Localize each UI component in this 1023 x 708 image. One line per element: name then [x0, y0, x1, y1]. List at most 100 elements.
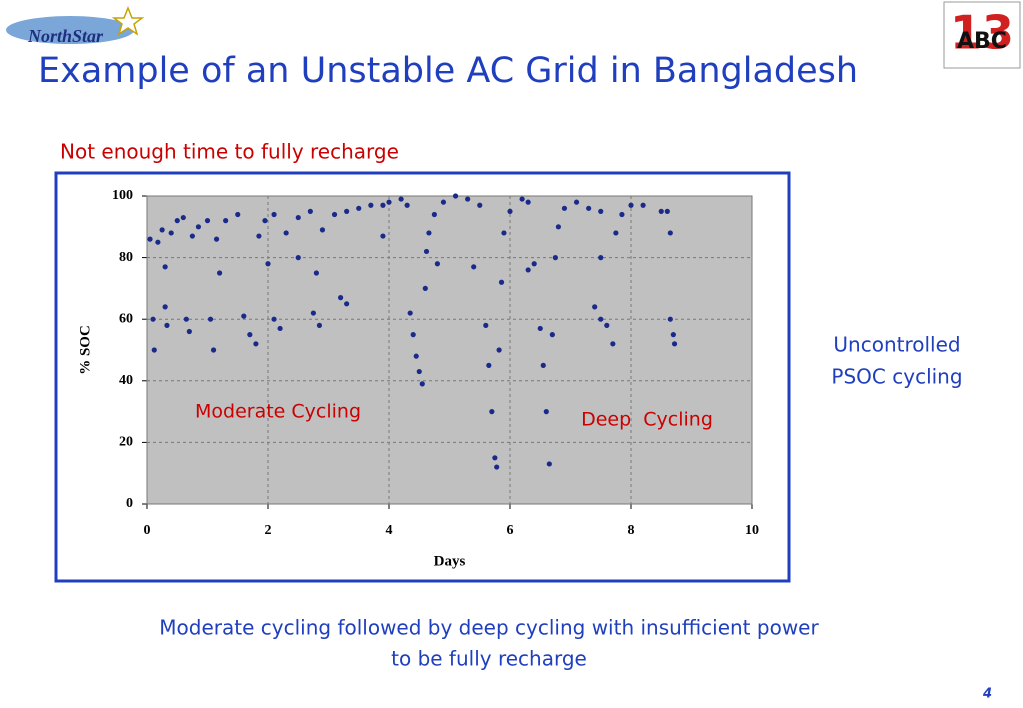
- data-point: [434, 261, 440, 267]
- data-point: [537, 325, 543, 332]
- y-tick-label: 60: [119, 311, 133, 326]
- data-point: [543, 409, 549, 415]
- data-point: [195, 224, 202, 230]
- data-point: [174, 218, 180, 224]
- data-point: [531, 261, 537, 267]
- data-point: [316, 322, 323, 328]
- data-point: [380, 202, 386, 208]
- data-point: [164, 322, 170, 328]
- x-tick-label: 8: [628, 523, 635, 538]
- data-point: [186, 328, 192, 335]
- plot-area: [147, 196, 752, 504]
- plot-border: [146, 195, 753, 505]
- data-point: [561, 205, 568, 211]
- data-point: [471, 264, 477, 270]
- data-point: [640, 202, 646, 208]
- data-point: [416, 368, 422, 375]
- data-point: [619, 211, 625, 218]
- data-point: [262, 218, 268, 224]
- data-point: [235, 211, 241, 218]
- data-point: [501, 230, 507, 236]
- data-point: [592, 304, 598, 310]
- data-point: [295, 214, 301, 221]
- data-point: [667, 230, 673, 236]
- x-tick-label: 10: [745, 523, 759, 538]
- data-point: [552, 255, 558, 261]
- data-point: [247, 332, 253, 338]
- y-tick-label: 20: [119, 435, 133, 450]
- subtitle: Not enough time to fully recharge: [60, 140, 399, 164]
- y-tick-label: 40: [119, 373, 133, 388]
- data-point: [168, 230, 174, 236]
- chart: 0 20 40 60 80 100 0 2 4 6 8 10 Days % SOC Moderate Cyc…: [77, 188, 759, 569]
- data-point: [223, 218, 229, 224]
- data-point: [398, 196, 404, 202]
- data-point: [331, 211, 338, 218]
- data-point: [356, 205, 362, 211]
- data-point: [241, 313, 247, 319]
- data-point: [271, 211, 277, 218]
- logo-swoosh: [6, 16, 134, 44]
- data-point: [610, 341, 616, 347]
- data-point: [431, 211, 437, 218]
- data-point: [667, 316, 673, 322]
- data-point: [549, 332, 555, 338]
- data-point: [407, 310, 413, 316]
- badge-number: 13: [950, 6, 1014, 60]
- data-point: [525, 267, 531, 273]
- data-point: [496, 347, 502, 353]
- data-point: [344, 208, 350, 214]
- data-point: [307, 208, 313, 214]
- data-point: [525, 199, 531, 205]
- data-point: [271, 316, 277, 322]
- data-point: [265, 261, 271, 267]
- data-point: [426, 230, 432, 236]
- data-point: [180, 214, 186, 221]
- badge-box: [943, 1, 1021, 69]
- logo-text: NorthStar: [27, 26, 104, 46]
- x-tick-label: 4: [386, 523, 393, 538]
- data-point: [151, 347, 157, 353]
- data-point: [207, 316, 214, 322]
- badge-letters: ABC: [957, 29, 1007, 54]
- annotation: Deep Cycling: [581, 409, 713, 431]
- data-point: [670, 332, 676, 338]
- data-point: [440, 199, 447, 205]
- data-point: [338, 295, 344, 301]
- data-point: [386, 199, 392, 205]
- data-point: [477, 202, 483, 208]
- data-point: [162, 264, 168, 270]
- data-point: [598, 316, 604, 322]
- northstar-logo: NorthStar: [6, 5, 145, 46]
- data-point: [189, 233, 195, 239]
- data-point: [483, 322, 489, 328]
- data-point: [507, 208, 513, 214]
- data-point: [419, 381, 425, 387]
- data-point: [452, 193, 459, 199]
- data-point: [217, 270, 223, 276]
- annotation: Moderate Cycling: [195, 401, 361, 423]
- data-point: [422, 285, 428, 291]
- data-point: [465, 196, 471, 202]
- x-tick-label: 0: [144, 523, 151, 538]
- data-point: [658, 208, 664, 214]
- data-point: [671, 341, 678, 347]
- data-point: [598, 208, 604, 214]
- data-point: [213, 236, 220, 242]
- data-point: [277, 325, 283, 332]
- data-point: [183, 316, 189, 322]
- data-point: [486, 362, 492, 368]
- y-tick-label: 0: [126, 496, 133, 511]
- data-point: [368, 202, 374, 208]
- data-point: [404, 202, 410, 208]
- y-tick-label: 100: [112, 188, 133, 203]
- y-tick-label: 80: [119, 250, 133, 265]
- side-note: Uncontrolled: [833, 333, 960, 357]
- data-point: [253, 341, 259, 347]
- data-point: [540, 362, 546, 368]
- x-tick-label: 2: [265, 523, 272, 538]
- data-point: [344, 301, 350, 307]
- data-point: [319, 227, 326, 233]
- data-point: [159, 227, 165, 233]
